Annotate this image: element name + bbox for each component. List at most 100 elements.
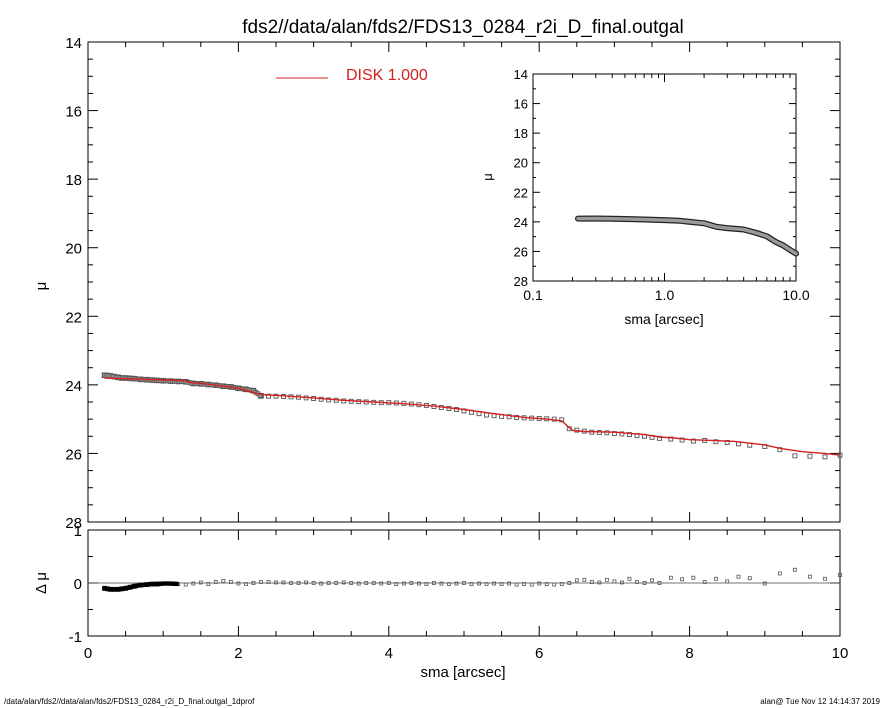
- inset-frame: [532, 73, 797, 282]
- inset-xtick-label: 0.1: [523, 287, 543, 303]
- inset-data-curve: [575, 215, 799, 257]
- residual-data-point: [762, 581, 767, 586]
- residual-data-point: [304, 580, 308, 585]
- main-data-point: [604, 430, 610, 436]
- residual-data-point: [251, 581, 256, 585]
- residual-data-point: [341, 580, 346, 585]
- inset-ytick-label: 28: [514, 274, 528, 289]
- residual-xtick-label: 4: [385, 645, 393, 662]
- inset-ylabel: μ: [480, 173, 495, 181]
- residual-data-point: [823, 576, 827, 581]
- residual-data-point: [356, 581, 361, 586]
- inset-ytick-label: 22: [514, 185, 528, 200]
- residual-data-point: [544, 582, 549, 586]
- residual-data-point: [627, 576, 632, 581]
- residual-data-point: [289, 581, 293, 585]
- residual-data-points: [102, 567, 842, 592]
- main-data-point: [690, 438, 696, 444]
- inset-ytick-label: 18: [514, 126, 528, 141]
- residual-xtick-label: 10: [832, 645, 849, 662]
- main-axis-ticks: 14 16 18 20 22 24 26 28: [65, 35, 841, 532]
- footer-timestamp: alan@ Tue Nov 12 14:14:37 2019: [760, 697, 880, 706]
- inset-xtick-label: 1.0: [655, 287, 675, 303]
- footer-file-path: /data/alan/fds2//data/alan/fds2/FDS13_02…: [4, 697, 255, 706]
- residual-data-point: [191, 581, 196, 586]
- residual-data-point: [349, 581, 354, 585]
- residual-data-point: [838, 573, 842, 577]
- inset-xtick-label: 10.0: [782, 287, 809, 303]
- residual-data-point: [416, 581, 421, 586]
- residual-data-point: [725, 579, 730, 584]
- main-data-point: [484, 412, 490, 418]
- residual-data-point: [574, 578, 579, 583]
- residual-xtick-label: 0: [84, 645, 92, 662]
- residual-data-point: [432, 581, 436, 585]
- residual-ytick-label: 1: [74, 523, 82, 540]
- inset-curve-fill: [576, 216, 798, 256]
- residual-data-point: [777, 571, 782, 576]
- residual-data-point: [183, 582, 188, 587]
- residual-data-point: [507, 581, 512, 586]
- residual-data-point: [198, 580, 203, 585]
- main-data-point: [626, 432, 632, 438]
- residual-xtick-label: 8: [685, 645, 693, 662]
- residual-data-point: [589, 580, 594, 584]
- residual-ytick-label: -1: [69, 629, 82, 646]
- inset-axis-ticks: 14 16 18 20 22 24 26 280.1 1.0 10.0: [514, 67, 810, 303]
- residual-data-point: [274, 580, 278, 585]
- residual-data-point: [552, 582, 557, 587]
- main-data-point: [792, 453, 798, 459]
- residual-data-point: [477, 581, 481, 586]
- residual-data-point: [808, 574, 812, 579]
- residual-ylabel: Δ μ: [33, 572, 50, 594]
- main-ytick-label: 24: [65, 378, 82, 395]
- inset-panel: 14 16 18 20 22 24 26 280.1 1.0 10.0 μ sma [arcsec…: [480, 67, 810, 327]
- residual-data-point: [650, 578, 654, 583]
- residual-data-point: [642, 581, 647, 585]
- residual-data-point: [326, 581, 331, 585]
- residual-data-point: [612, 579, 617, 584]
- residual-data-point: [537, 581, 542, 586]
- residual-data-point: [484, 582, 489, 586]
- residual-data-point: [691, 575, 696, 580]
- residual-data-point: [364, 581, 369, 585]
- residual-data-point: [259, 580, 263, 584]
- residual-data-point: [206, 582, 211, 586]
- residual-data-point: [266, 580, 271, 584]
- inset-ytick-label: 24: [514, 215, 528, 230]
- residual-data-point: [792, 567, 797, 572]
- main-ytick-label: 22: [65, 309, 82, 326]
- residual-data-point: [702, 580, 707, 584]
- residual-data-point: [567, 581, 572, 585]
- residual-data-point: [597, 580, 602, 585]
- main-data-points: [101, 372, 843, 460]
- residual-data-point: [514, 582, 519, 587]
- residual-data-point: [620, 580, 624, 585]
- residual-data-point: [281, 580, 286, 585]
- main-data-point: [713, 439, 719, 445]
- residual-data-point: [221, 578, 226, 583]
- residual-data-point: [462, 581, 466, 585]
- residual-data-point: [228, 580, 233, 584]
- residual-data-point: [492, 581, 496, 586]
- residual-data-point: [334, 581, 339, 585]
- inset-ytick-label: 16: [514, 97, 528, 112]
- main-data-point: [679, 437, 685, 443]
- residual-data-point: [371, 581, 376, 585]
- residual-data-point: [409, 581, 414, 585]
- main-data-point: [822, 454, 828, 460]
- residual-data-point: [499, 582, 504, 586]
- residual-data-point: [680, 577, 684, 582]
- residual-data-point: [311, 581, 316, 585]
- residual-data-point: [582, 577, 587, 582]
- main-data-point: [807, 453, 813, 459]
- inset-xlabel: sma [arcsec]: [624, 311, 703, 327]
- residual-data-point: [522, 582, 527, 586]
- residual-data-point: [236, 581, 241, 586]
- residual-data-point: [736, 574, 741, 579]
- residual-ytick-label: 0: [74, 576, 82, 593]
- inset-ytick-label: 20: [514, 156, 528, 171]
- main-panel: 14 16 18 20 22 24 26 28 μ DISK 1.000: [33, 35, 843, 532]
